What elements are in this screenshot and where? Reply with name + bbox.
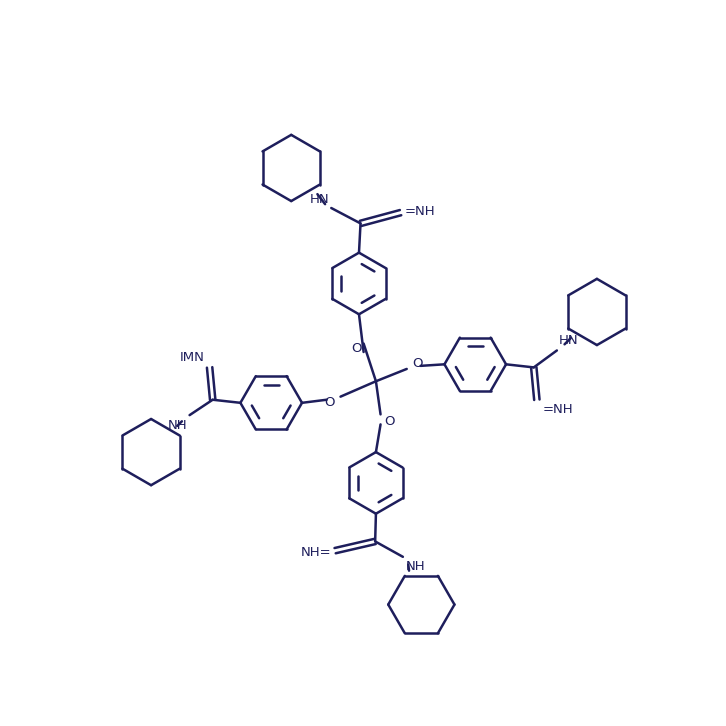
Text: NH: NH [168, 419, 187, 432]
Text: IMN: IMN [180, 351, 205, 364]
Text: NH: NH [406, 560, 425, 573]
Text: O: O [385, 415, 395, 428]
Text: HN: HN [310, 192, 330, 205]
Text: O: O [412, 357, 423, 370]
Text: =NH: =NH [404, 205, 435, 219]
Text: O: O [325, 396, 335, 409]
Text: O: O [351, 342, 362, 354]
Text: =NH: =NH [543, 403, 574, 416]
Text: HN: HN [559, 335, 579, 347]
Text: NH=: NH= [301, 546, 331, 559]
